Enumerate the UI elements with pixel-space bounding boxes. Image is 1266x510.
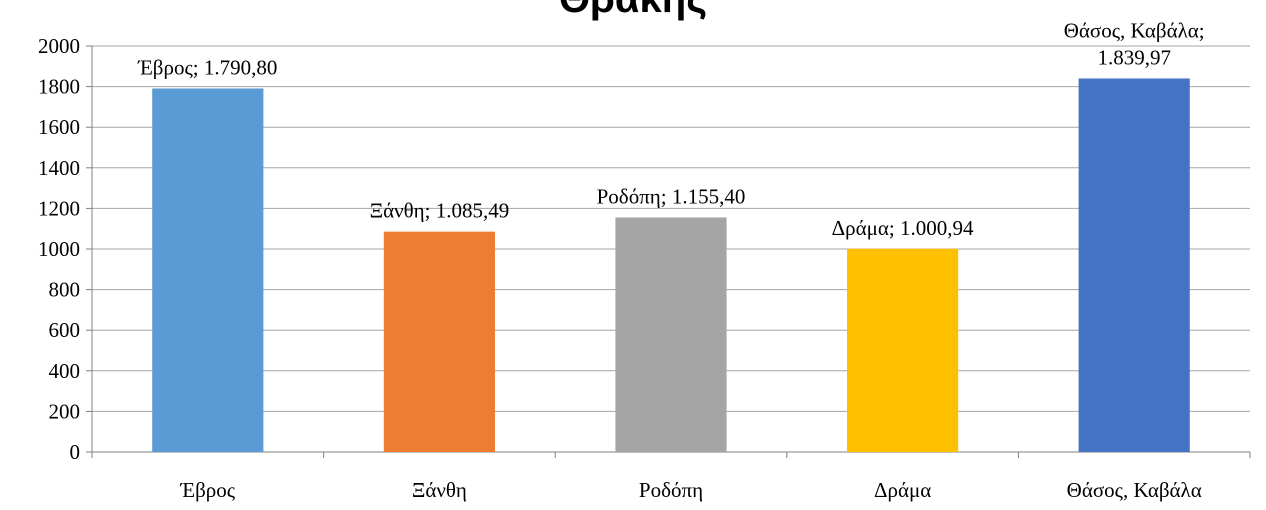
y-tick-label: 800 — [49, 278, 81, 302]
data-label: Ξάνθη; 1.085,49 — [370, 199, 510, 223]
y-tick-label: 1600 — [38, 115, 80, 139]
x-category-label: Θάσος, Καβάλα — [1067, 478, 1202, 502]
y-tick-label: 2000 — [38, 34, 80, 58]
axes: 0 200 400 600 800 1000 1200 1400 1600 1800 2000 Έβρ… — [38, 34, 1251, 502]
x-category-label: Ξάνθη — [412, 478, 467, 502]
bar — [847, 248, 959, 452]
data-label: 1.839,97 — [1097, 45, 1171, 69]
bar — [1078, 78, 1190, 453]
bar — [383, 231, 495, 452]
data-label: Έβρος; 1.790,80 — [137, 55, 277, 79]
x-category-label: Έβρος — [180, 478, 236, 502]
y-tick-label: 200 — [49, 399, 81, 423]
chart-title: Θράκης — [559, 0, 707, 21]
bar — [615, 217, 727, 452]
y-tick-label: 1000 — [38, 237, 80, 261]
data-label: Δράμα; 1.000,94 — [832, 216, 974, 240]
y-tick-label: 400 — [49, 359, 81, 383]
data-labels: Έβρος; 1.790,80 Ξάνθη; 1.085,49 Ροδόπη; 1.… — [137, 18, 1204, 239]
y-tick-label: 1800 — [38, 75, 80, 99]
bars — [152, 78, 1190, 453]
bar — [152, 88, 264, 453]
y-tick-label: 0 — [70, 440, 81, 464]
data-label: Ροδόπη; 1.155,40 — [597, 184, 746, 208]
y-tick-label: 1400 — [38, 156, 80, 180]
y-tick-label: 1200 — [38, 196, 80, 220]
y-tick-label: 600 — [49, 318, 81, 342]
data-label: Θάσος, Καβάλα; — [1064, 18, 1205, 42]
x-category-label: Ροδόπη — [639, 478, 703, 502]
x-category-label: Δράμα — [874, 478, 931, 502]
